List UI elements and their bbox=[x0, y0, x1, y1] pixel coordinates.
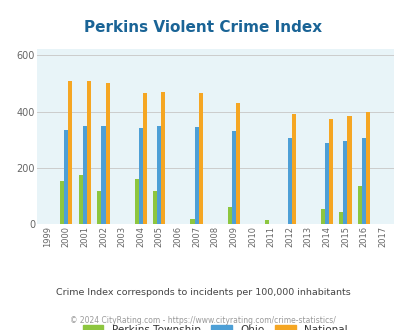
Bar bbox=[105, 83, 109, 224]
Bar bbox=[68, 81, 72, 224]
Bar bbox=[339, 212, 343, 224]
Text: © 2024 CityRating.com - https://www.cityrating.com/crime-statistics/: © 2024 CityRating.com - https://www.city… bbox=[70, 316, 335, 325]
Bar bbox=[227, 208, 231, 224]
Bar bbox=[343, 141, 347, 224]
Bar bbox=[194, 127, 198, 224]
Bar bbox=[291, 115, 295, 224]
Bar bbox=[365, 112, 369, 224]
Bar bbox=[143, 93, 147, 224]
Bar bbox=[157, 126, 161, 224]
Bar bbox=[347, 116, 351, 224]
Bar bbox=[357, 186, 361, 224]
Bar bbox=[190, 219, 194, 224]
Bar bbox=[83, 126, 87, 224]
Text: Crime Index corresponds to incidents per 100,000 inhabitants: Crime Index corresponds to incidents per… bbox=[55, 287, 350, 297]
Bar bbox=[64, 130, 68, 224]
Bar bbox=[231, 131, 235, 224]
Bar bbox=[87, 81, 91, 224]
Bar bbox=[324, 143, 328, 224]
Bar bbox=[287, 138, 291, 224]
Bar bbox=[361, 138, 365, 224]
Bar bbox=[97, 190, 101, 224]
Bar bbox=[198, 93, 202, 224]
Bar bbox=[60, 181, 64, 224]
Bar bbox=[139, 128, 143, 224]
Bar bbox=[153, 190, 157, 224]
Bar bbox=[161, 92, 165, 224]
Bar bbox=[235, 103, 239, 224]
Bar bbox=[320, 209, 324, 224]
Bar bbox=[264, 220, 268, 224]
Legend: Perkins Township, Ohio, National: Perkins Township, Ohio, National bbox=[78, 320, 351, 330]
Bar bbox=[328, 118, 332, 224]
Bar bbox=[101, 126, 105, 224]
Text: Perkins Violent Crime Index: Perkins Violent Crime Index bbox=[84, 20, 321, 35]
Bar bbox=[134, 179, 139, 224]
Bar bbox=[79, 175, 83, 224]
